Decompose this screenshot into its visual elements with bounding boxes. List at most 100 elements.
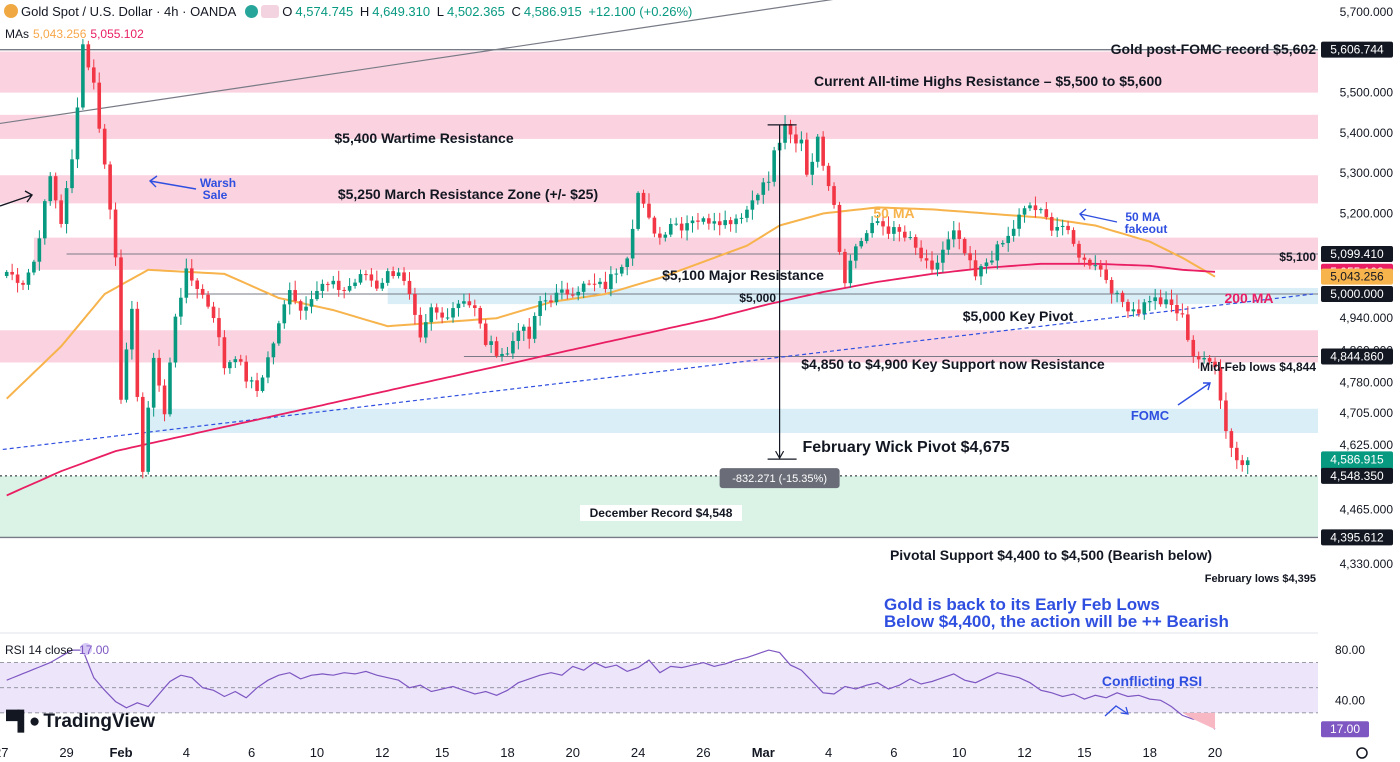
candle-body [560,289,564,293]
candle-body [391,271,395,277]
candle [941,241,945,273]
candle [119,249,123,404]
fomc-arrow-icon [1177,382,1211,406]
rsi-tag-bg [1321,721,1369,738]
candle [53,172,58,209]
candle-body [1000,243,1005,245]
time-axis[interactable]: 27 29 Feb 4 6 10 12 15 18 20 24 26 Mar 4 6 10 12 15 18 20 [0,745,1368,760]
candle [418,307,423,343]
candle [347,278,352,293]
candle [614,268,619,284]
candle-body [630,228,635,259]
candle-body [843,251,847,284]
tradingview-logo[interactable]: ▀▌● TradingView [6,711,155,733]
candle [521,324,526,342]
zone-label-5: $4,850 to $4,900 Key Support now Resista… [801,356,1105,372]
level-label-1: $5,100 [1279,250,1316,264]
candle [538,296,542,326]
candle [619,264,624,277]
candle-body [565,289,570,295]
candle-body [97,82,102,129]
candle-body [1202,358,1206,360]
candle-body [277,323,281,344]
candle-body [908,237,913,239]
candle-body [728,220,733,225]
candle-body [674,223,678,225]
candle-body [1049,216,1054,231]
candle-body [385,271,390,283]
candle-body [701,218,706,222]
price-axis[interactable]: 5,700.000 5,500.000 5,400.000 5,300.000 5,20… [1318,0,1400,762]
candle-body [875,221,880,223]
candle [810,153,815,186]
candle [298,299,303,320]
candle [641,189,646,208]
candle [1104,260,1108,284]
candle [228,360,232,374]
symbol-title[interactable]: Gold Spot / U.S. Dollar · 4h · OANDA [21,4,237,19]
candle-body [298,301,303,311]
candle-body [745,209,749,218]
level-label-2: $5,000 [739,291,776,305]
candle [238,354,243,366]
price-tag-bg [1321,245,1393,262]
candle [647,193,651,220]
candle [663,231,668,242]
zone-label-4: $5,000 Key Pivot [963,308,1074,324]
candle-body [794,134,798,144]
candle [913,234,918,255]
candle [402,267,406,286]
candle [467,293,472,308]
trendline-0 [0,0,834,125]
candle-body [500,353,504,356]
candle [1196,351,1201,369]
candle [973,249,978,281]
time-tick: 18 [500,745,514,760]
candle-body [1022,208,1027,215]
candle-body [168,362,172,415]
close-label: C [511,4,521,19]
candle-body [342,289,346,291]
candle [315,281,319,301]
candle-body [821,136,825,166]
candles-layer[interactable] [4,39,1250,479]
candle-body [489,341,493,345]
candle [1131,302,1136,317]
candle-body [304,306,308,311]
candle [843,248,847,288]
level-label-4: December Record $4,548 [590,506,733,520]
candle [848,254,853,288]
candle [48,172,53,206]
ma-legend[interactable]: MAs 5,043.256 5,055.102 [5,27,144,41]
candle [1115,290,1119,303]
candle [211,301,216,323]
candle-body [892,227,896,234]
rsi-arrow-icon [1104,705,1129,717]
candle-body [86,44,91,68]
candle-body [554,292,559,303]
candle-body [472,305,477,309]
price-tick: 4,465.000 [1340,502,1394,516]
rsi-legend[interactable]: RSI 14 close 17.00 [5,643,109,657]
candle-body [255,380,259,391]
candle-body [619,266,624,274]
candle [266,351,270,384]
data-badge-icon [261,5,280,18]
candle [1044,202,1049,220]
candle [587,279,591,286]
candle [304,296,308,320]
candle-body [331,280,336,285]
candle-body [826,165,831,187]
fakeout-arrow-icon [1079,208,1118,223]
candle [897,224,902,242]
candle-body [1115,292,1119,294]
candle [440,307,444,324]
candle [102,123,107,169]
candle-body [119,257,123,400]
candle [957,222,962,250]
candle [668,218,673,238]
price-tag: 5,000.000 [1330,287,1384,301]
price-tick: 5,400.000 [1340,126,1394,140]
candle [864,230,869,244]
